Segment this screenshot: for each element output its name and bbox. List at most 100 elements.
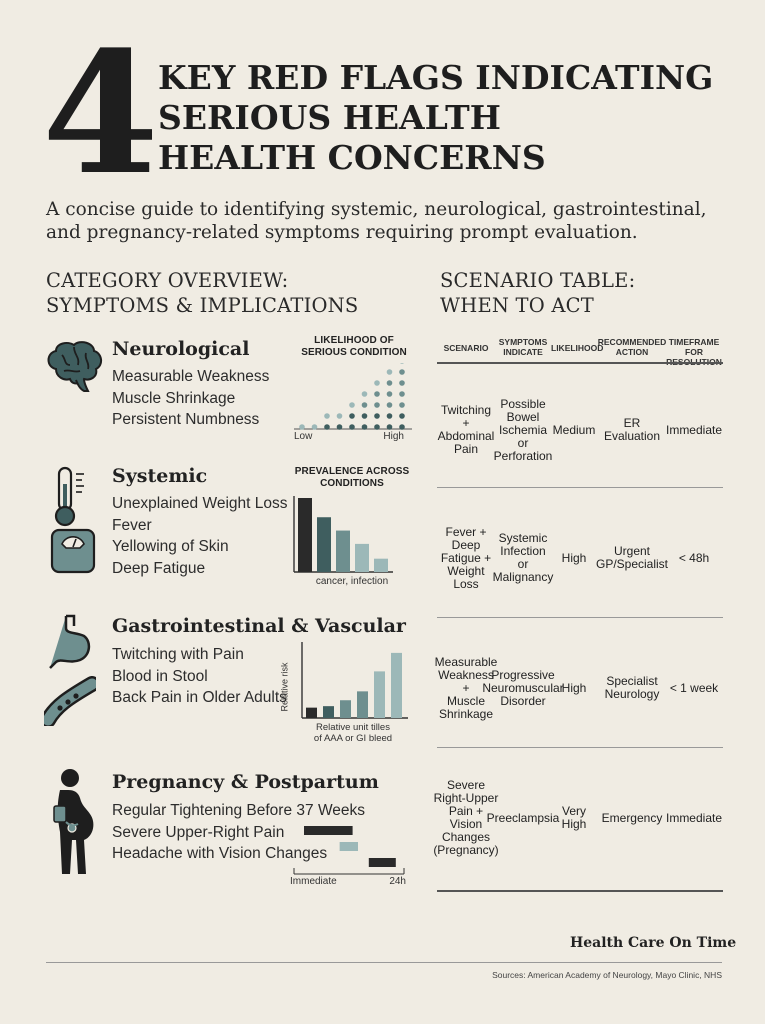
likelihood-dot	[374, 380, 380, 386]
table-cell-likelihood: High	[551, 503, 597, 613]
chart-title-line: CONDITIONS	[320, 478, 384, 489]
cell-line: Immediate	[665, 810, 723, 825]
symptom-item: Twitching with Pain	[112, 646, 244, 663]
cell-line: Urgent	[613, 544, 651, 558]
caption-line: of AAA or GI bleed	[313, 733, 393, 744]
cell-text: Preeclampsia	[487, 811, 560, 825]
likelihood-dot	[336, 424, 343, 430]
pregnant-woman-icon	[50, 768, 102, 885]
chart-title-line: SERIOUS CONDITION	[301, 347, 407, 358]
likelihood-dot	[361, 413, 368, 419]
heading-line: WHEN TO ACT	[440, 294, 594, 317]
timeframe-chart: Immediate 24h	[288, 820, 408, 890]
cell-text: High	[562, 551, 587, 565]
table-cell-likelihood: Very High	[551, 763, 597, 873]
category-title: Pregnancy & Postpartum	[112, 771, 379, 793]
chart-bar	[391, 652, 402, 718]
chart-bar	[336, 530, 350, 572]
header-line: INDICATE	[503, 347, 543, 357]
likelihood-dot	[386, 369, 393, 375]
chart-caption: Relative unit tilles of AAA or GI bleed	[298, 722, 408, 744]
table-cell-action: Urgent GP/Specialist	[596, 503, 668, 613]
cell-line: Shrinkage	[438, 706, 494, 721]
likelihood-dot	[386, 391, 393, 397]
brand-name: Health Care On Time	[570, 935, 737, 951]
table-row-rule	[437, 890, 723, 892]
table-header-cell: RECOMMENDED ACTION	[597, 337, 667, 357]
cell-line: or	[517, 435, 529, 450]
table-row-rule	[437, 617, 723, 618]
header-line: ACTION	[615, 347, 649, 357]
caption-line: Relative unit tilles	[316, 722, 390, 733]
chart-bar	[298, 498, 312, 572]
timeframe-bar-plot	[293, 826, 405, 875]
cell-text: Progressive Neuromuscular Disorder	[482, 668, 564, 708]
table-cell-scenario: Severe Right-Upper Pain + Vision Changes (Pre…	[433, 763, 498, 873]
table-row-rule	[437, 487, 723, 488]
cell-line: Malignancy	[492, 570, 554, 584]
header-line: RECOMMENDED	[597, 337, 667, 347]
cell-line: +	[462, 680, 470, 695]
cell-text: Immediate	[665, 810, 723, 825]
symptom-list: Unexplained Weight Loss Fever Yellowing …	[112, 493, 288, 579]
title-line: SERIOUS HEALTH	[158, 98, 501, 137]
likelihood-dot	[386, 424, 393, 430]
axis-high-label: High	[383, 431, 404, 442]
cell-text: Possible Bowel Ischemia or Perforation	[494, 396, 553, 463]
table-cell-likelihood: Medium	[551, 375, 597, 485]
cell-line: High	[561, 680, 587, 695]
likelihood-dot	[324, 424, 330, 430]
likelihood-dot	[311, 424, 318, 430]
header-line: LIKELIHOOD	[551, 343, 604, 353]
heading-line: SCENARIO TABLE:	[440, 269, 636, 292]
symptom-list: Regular Tightening Before 37 Weeks Sever…	[112, 800, 365, 865]
cell-text: Specialist Neurology	[605, 675, 660, 701]
cell-line: ER	[623, 416, 641, 430]
axis-end-label: 24h	[389, 876, 406, 887]
timeframe-bar	[368, 858, 396, 867]
page-subtitle: A concise guide to identifying systemic,…	[46, 198, 736, 244]
chart-bar	[306, 707, 317, 718]
symptom-item: Yellowing of Skin	[112, 538, 229, 555]
scenario-table-heading: SCENARIO TABLE: WHEN TO ACT	[440, 268, 740, 318]
table-header-cell: SYMPTOMS INDICATE	[491, 337, 555, 357]
category-gi-vascular: Gastrointestinal & Vascular Twitching wi…	[40, 612, 420, 752]
cell-text: Severe Right-Upper Pain + Vision Changes (Pre…	[433, 779, 498, 857]
likelihood-dot	[361, 424, 368, 430]
cell-line: High	[561, 817, 587, 831]
symptom-item: Deep Fatigue	[112, 559, 206, 577]
table-cell-action: Specialist Neurology	[597, 633, 667, 743]
big-number-four: 4	[42, 14, 159, 212]
likelihood-dot	[400, 363, 404, 364]
heading-line: SYMPTOMS & IMPLICATIONS	[46, 294, 359, 317]
cell-line: Twitching	[440, 403, 491, 417]
table-cell-likelihood: High	[551, 633, 597, 743]
likelihood-dot	[374, 424, 380, 430]
chart-bar	[317, 517, 331, 572]
table-cell-scenario: Measurable Weakness + Muscle Shrinkage	[435, 633, 498, 743]
scale-icon	[50, 528, 96, 579]
cell-line: Emergency	[601, 810, 663, 825]
chart-title-line: LIKELIHOOD OF	[314, 335, 394, 346]
symptom-item: Headache with Vision Changes	[112, 845, 328, 862]
symptom-item: Fever	[112, 516, 152, 534]
likelihood-dot	[386, 402, 393, 408]
title-line: HEALTH CONCERNS	[158, 138, 546, 177]
symptom-item: Back Pain in Older Adults	[112, 689, 287, 706]
table-cell-action: ER Evaluation	[597, 375, 667, 485]
likelihood-dot	[374, 402, 380, 408]
cell-line: Loss	[453, 576, 479, 591]
table-header-rule	[437, 362, 723, 364]
cell-text: Systemic Infection or Malignancy	[493, 532, 554, 584]
cell-line: Neuromuscular	[482, 680, 564, 695]
blood-vessel-icon	[40, 676, 100, 731]
cell-line: Evaluation	[603, 429, 661, 443]
likelihood-dot	[361, 391, 368, 397]
chart-bar	[340, 700, 351, 718]
chart-title: PREVALENCE ACROSS CONDITIONS	[292, 466, 412, 490]
cell-line: Possible	[500, 396, 546, 411]
prevalence-bar-plot	[293, 496, 393, 573]
subtitle-line: and pregnancy-related symptoms requiring…	[46, 222, 638, 243]
header-line: SCENARIO	[443, 343, 489, 353]
cell-text: Urgent GP/Specialist	[596, 545, 668, 571]
